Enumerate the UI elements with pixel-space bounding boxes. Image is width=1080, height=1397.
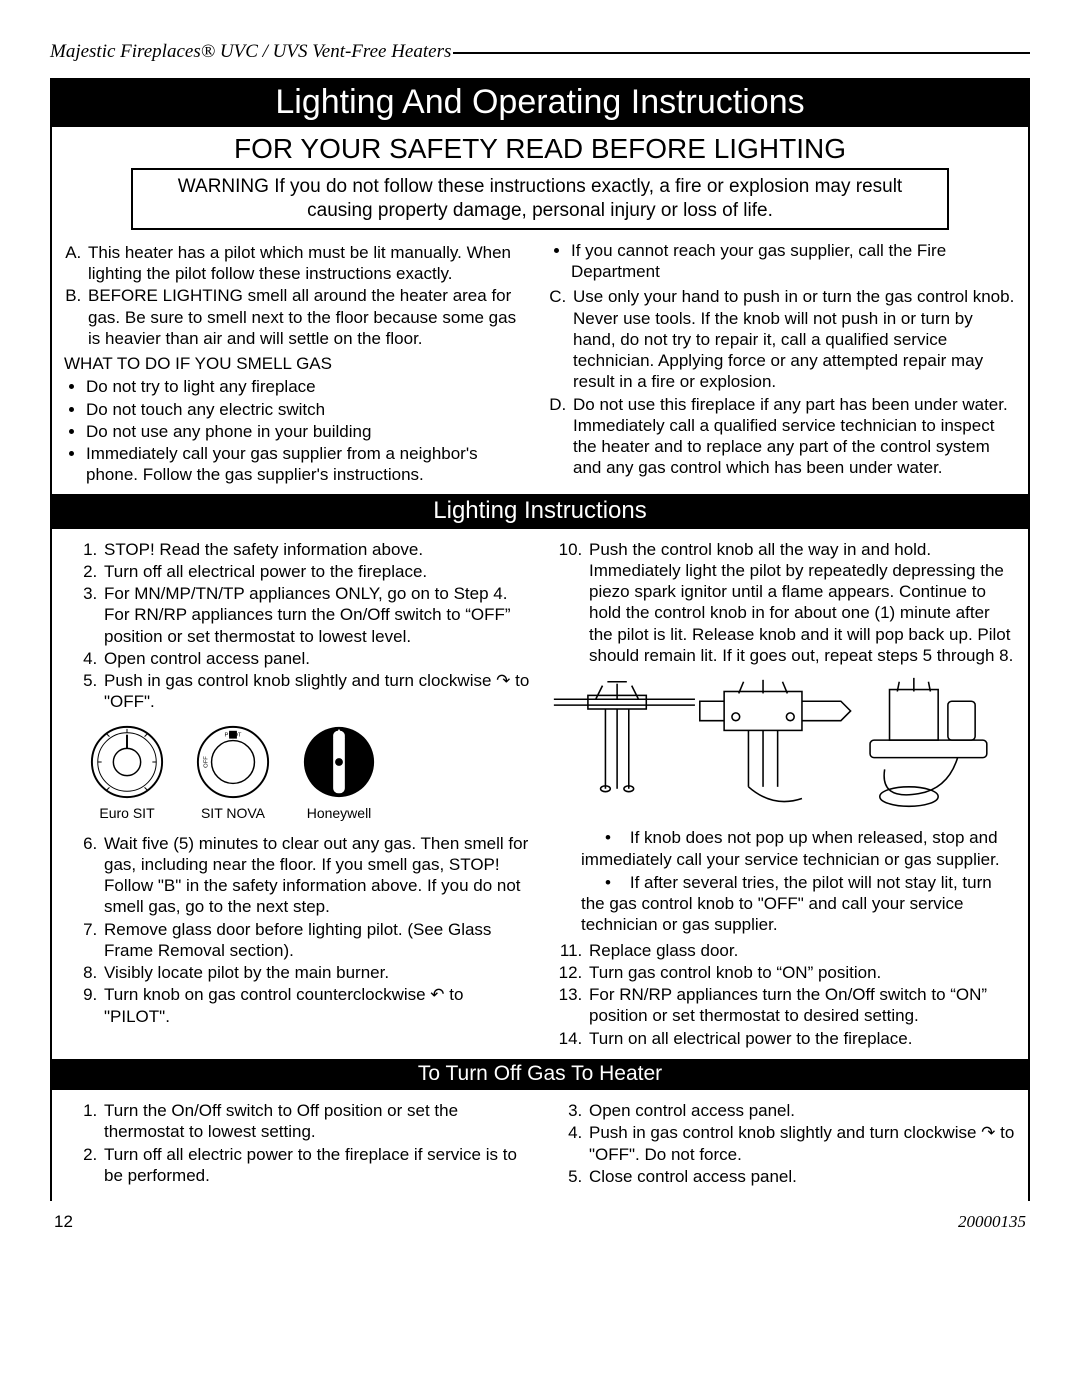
step: Close control access panel. (587, 1166, 1016, 1187)
step: Visibly locate pilot by the main burner. (102, 962, 531, 983)
honeywell-knob-icon (300, 723, 378, 801)
page-footer: 12 20000135 (50, 1211, 1030, 1232)
smell-item: Do not use any phone in your building (86, 421, 531, 442)
smell-item: Do not touch any electric switch (86, 399, 531, 420)
safety-item-a: This heater has a pilot which must be li… (86, 242, 531, 285)
knob-label: SIT NOVA (194, 805, 272, 823)
lighting-columns: STOP! Read the safety information above.… (64, 535, 1016, 1053)
safety-item-c: Use only your hand to push in or turn th… (571, 286, 1016, 392)
step: Turn off all electric power to the ﬁrepl… (102, 1144, 531, 1187)
step: For MN/MP/TN/TP appliances ONLY, go on t… (102, 583, 531, 647)
lighting-steps-6-9: Wait ﬁve (5) minutes to clear out any ga… (64, 833, 531, 1027)
step: Turn gas control knob to “ON” position. (587, 962, 1016, 983)
step: Turn on all electrical power to the ﬁrep… (587, 1028, 1016, 1049)
smell-item: Do not try to light any ﬁreplace (86, 376, 531, 397)
product-line: Majestic Fireplaces® UVC / UVS Vent-Free… (50, 40, 451, 64)
euro-sit-knob-icon (88, 723, 166, 801)
smell-gas-heading: WHAT TO DO IF YOU SMELL GAS (64, 353, 531, 374)
smell-item: Immediately call your gas supplier from … (86, 443, 531, 486)
lighting-step-10: Push the control knob all the way in and… (549, 539, 1016, 667)
safety-item-b: BEFORE LIGHTING smell all around the hea… (86, 285, 531, 349)
step: For RN/RP appliances turn the On/Off swi… (587, 984, 1016, 1027)
step: Turn off all electrical power to the ﬁre… (102, 561, 531, 582)
turnoff-steps-left: Turn the On/Off switch to Off position o… (64, 1100, 531, 1186)
turnoff-steps-right: Open control access panel. Push in gas c… (549, 1100, 1016, 1187)
safety-columns: This heater has a pilot which must be li… (64, 238, 1016, 488)
step: Turn the On/Off switch to Off position o… (102, 1100, 531, 1143)
safety-heading: FOR YOUR SAFETY READ BEFORE LIGHTING (64, 127, 1016, 166)
svg-text:PILOT: PILOT (225, 732, 242, 738)
safety-item-d: Do not use this ﬁreplace if any part has… (571, 394, 1016, 479)
step: STOP! Read the safety information above. (102, 539, 531, 560)
step: Remove glass door before lighting pilot.… (102, 919, 531, 962)
lighting-heading-bar: Lighting Instructions (52, 494, 1028, 529)
turnoff-columns: Turn the On/Off switch to Off position o… (64, 1096, 1016, 1191)
knob-diagrams: Euro SIT PILOT OFF SIT NOVA (64, 717, 531, 829)
step: Wait ﬁve (5) minutes to clear out any ga… (102, 833, 531, 918)
title-bar: Lighting And Operating Instructions (50, 78, 1030, 128)
knob-label: Euro SIT (88, 805, 166, 823)
turnoff-heading-bar: To Turn Off Gas To Heater (52, 1059, 1028, 1090)
pilot-assembly-diagram (549, 670, 1016, 820)
lighting-note: • If knob does not pop up when released,… (581, 827, 1016, 870)
lighting-steps-1-5: STOP! Read the safety information above.… (64, 539, 531, 713)
header-rule (453, 52, 1030, 54)
step: Open control access panel. (587, 1100, 1016, 1121)
svg-text:OFF: OFF (204, 755, 210, 767)
warning-box: WARNING If you do not follow these instr… (131, 168, 950, 230)
lighting-note: • If after several tries, the pilot will… (581, 872, 1016, 936)
page-number: 12 (54, 1211, 73, 1232)
step: Replace glass door. (587, 940, 1016, 961)
sit-nova-knob-icon: PILOT OFF (194, 723, 272, 801)
content-frame: FOR YOUR SAFETY READ BEFORE LIGHTING WAR… (50, 127, 1030, 1201)
step: Push the control knob all the way in and… (587, 539, 1016, 667)
document-number: 20000135 (958, 1211, 1026, 1232)
lighting-steps-11-14: Replace glass door. Turn gas control kno… (549, 940, 1016, 1049)
smell-gas-list-cont: If you cannot reach your gas supplier, c… (549, 240, 1016, 283)
smell-item: If you cannot reach your gas supplier, c… (571, 240, 1016, 283)
step: Open control access panel. (102, 648, 531, 669)
step: Push in gas control knob slightly and tu… (587, 1122, 1016, 1165)
smell-gas-list: Do not try to light any ﬁreplace Do not … (64, 376, 531, 485)
step: Turn knob on gas control counterclockwis… (102, 984, 531, 1027)
step: Push in gas control knob slightly and tu… (102, 670, 531, 713)
knob-label: Honeywell (300, 805, 378, 823)
